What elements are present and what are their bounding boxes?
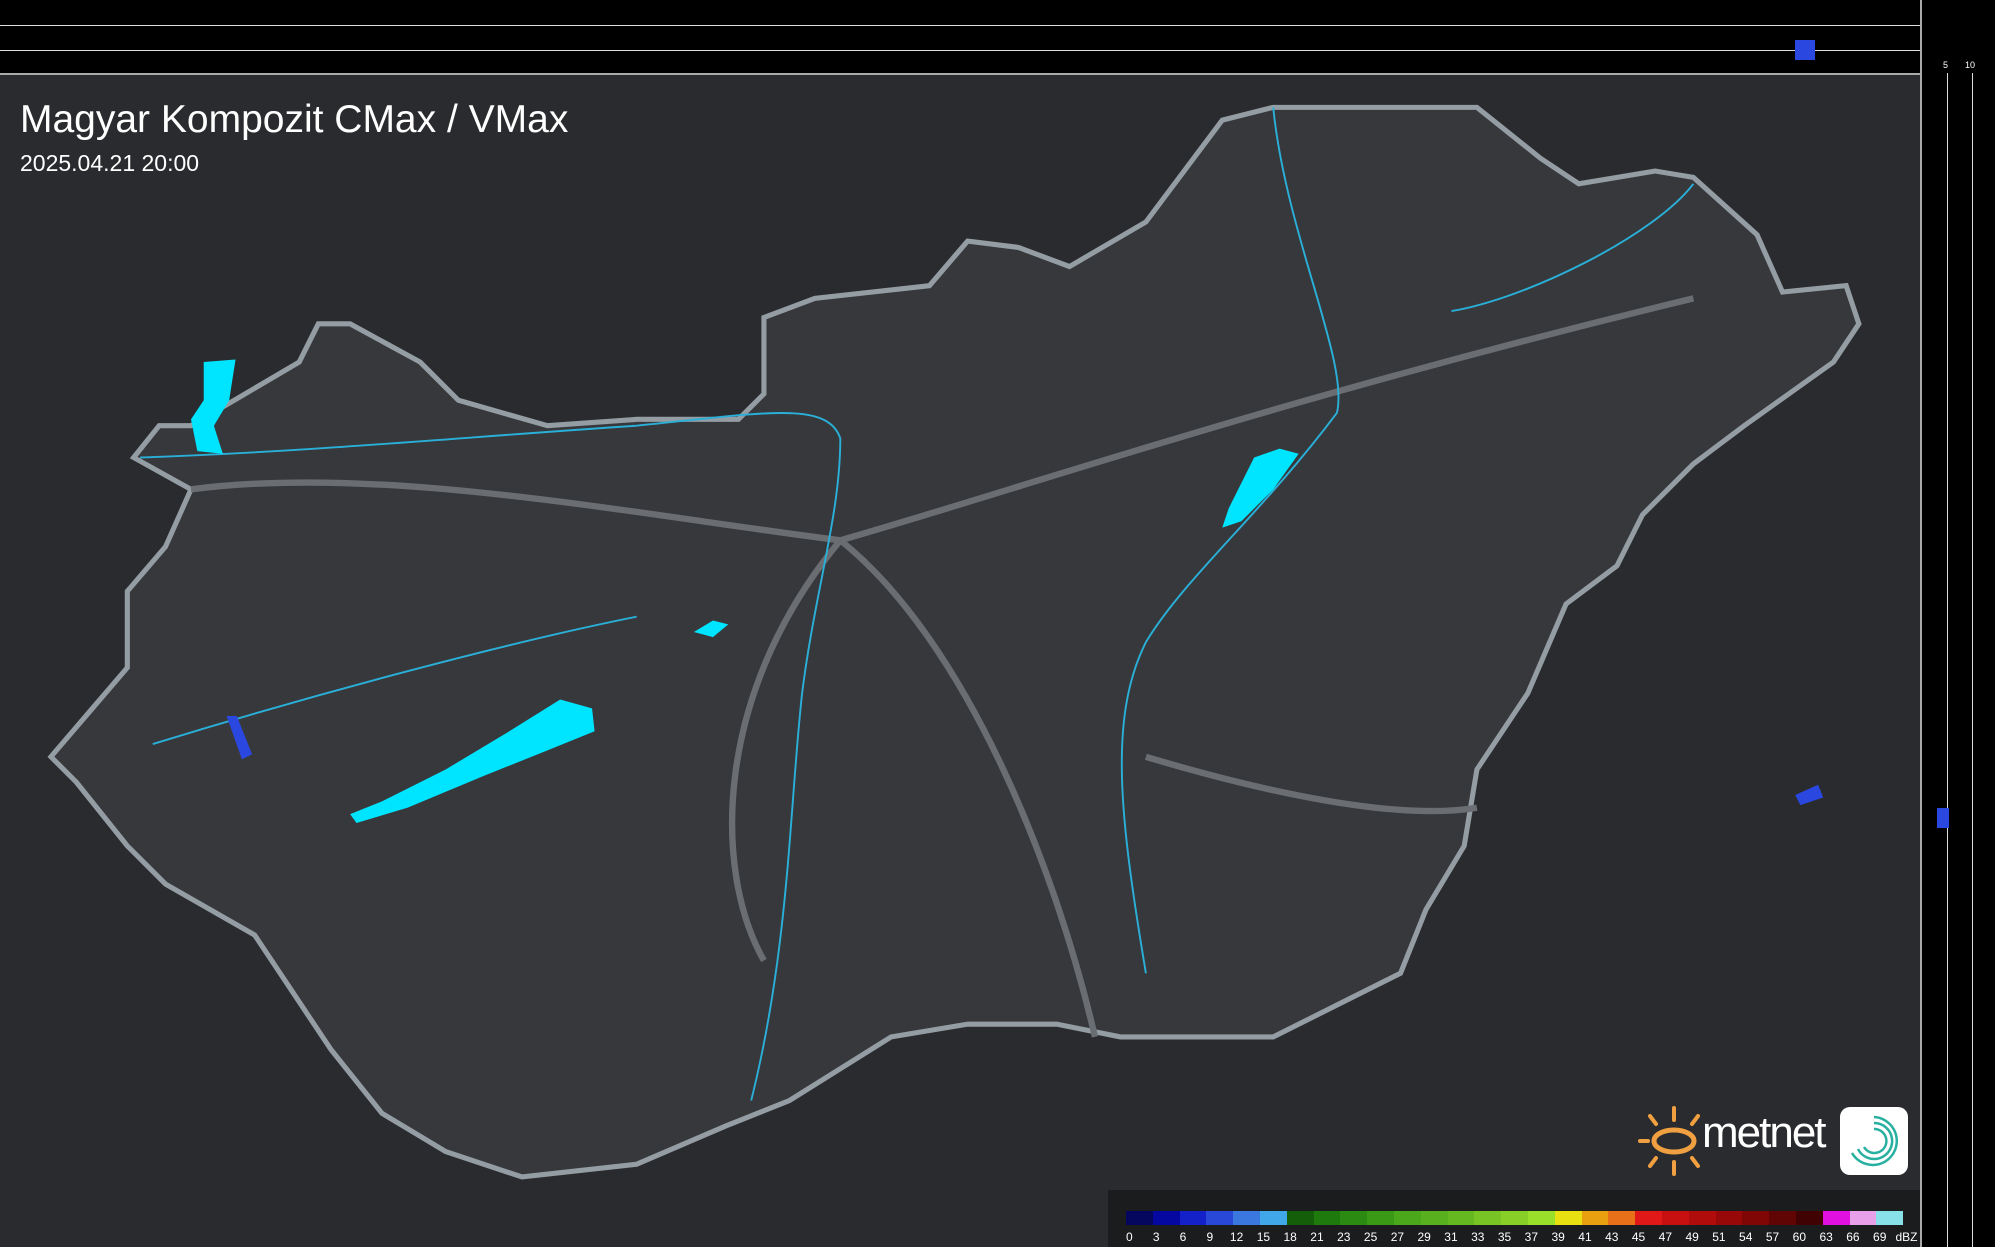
color-scale-label: 35 — [1497, 1230, 1512, 1244]
color-scale-swatch — [1367, 1211, 1394, 1225]
color-scale-swatch — [1608, 1211, 1636, 1225]
color-scale-swatch — [1554, 1211, 1582, 1225]
color-scale-label: 63 — [1819, 1230, 1833, 1244]
color-scale-swatch — [1635, 1211, 1662, 1225]
radar-echo — [1795, 40, 1815, 60]
color-scale-unit: dBZ — [1895, 1230, 1918, 1244]
color-scale-swatch — [1340, 1211, 1368, 1225]
color-scale-label: 60 — [1792, 1230, 1806, 1244]
metnet-logo-text: metnet — [1702, 1108, 1827, 1157]
color-scale-label: 51 — [1712, 1230, 1726, 1244]
map-canvas[interactable] — [0, 73, 1920, 1247]
color-scale-swatch — [1661, 1211, 1689, 1225]
color-scale-swatch — [1420, 1211, 1448, 1225]
color-scale-swatch — [1527, 1211, 1555, 1225]
color-scale-label: 33 — [1471, 1230, 1485, 1244]
color-scale-swatch — [1581, 1211, 1609, 1225]
color-scale-swatch — [1876, 1211, 1904, 1225]
color-scale-label: 41 — [1578, 1230, 1592, 1244]
color-scale-swatch — [1286, 1211, 1314, 1225]
radar-echo — [226, 716, 253, 760]
color-scale-swatch — [1822, 1211, 1850, 1225]
color-scale-label: 29 — [1417, 1230, 1431, 1244]
color-scale-label: 12 — [1229, 1230, 1244, 1244]
map-title: Magyar Kompozit CMax / VMax — [20, 98, 569, 141]
color-scale-label: 25 — [1363, 1230, 1378, 1244]
radar-echo — [1937, 808, 1949, 828]
color-scale-swatch — [1742, 1211, 1770, 1225]
color-scale-swatch — [1447, 1211, 1475, 1225]
color-scale-label: 9 — [1206, 1230, 1214, 1244]
profile-tick: 10 — [1965, 60, 1976, 70]
color-scale-swatch — [1393, 1211, 1421, 1225]
lake-tisza — [1222, 448, 1299, 528]
color-scale-bar — [1126, 1211, 1904, 1225]
color-scale-label: 21 — [1310, 1230, 1324, 1244]
top-height-profile: 10 5 — [0, 0, 1934, 75]
color-scale-label: 6 — [1179, 1230, 1187, 1244]
lake-balaton — [350, 699, 595, 823]
hungary-country-area — [47, 104, 1862, 1180]
color-scale-label: 18 — [1283, 1230, 1297, 1244]
color-scale-swatch — [1152, 1211, 1180, 1225]
color-scale-label: 31 — [1444, 1230, 1458, 1244]
profile-tick: 5 — [1943, 60, 1949, 70]
radar-echo — [1795, 784, 1824, 806]
color-scale-swatch — [1849, 1211, 1877, 1225]
color-scale-swatch — [1715, 1211, 1743, 1225]
color-scale-label: 54 — [1739, 1230, 1753, 1244]
lake-velence — [693, 620, 729, 638]
side-height-profile: 5 10 — [1920, 0, 1995, 1247]
color-scale-swatch — [1126, 1211, 1153, 1225]
color-scale-label: 15 — [1256, 1230, 1271, 1244]
county-borders — [190, 295, 1695, 1038]
color-scale-label: 23 — [1337, 1230, 1351, 1244]
rivers — [140, 107, 1695, 1101]
color-scale-swatch — [1474, 1211, 1502, 1225]
color-scale-label: 47 — [1658, 1230, 1673, 1244]
color-scale-swatch — [1501, 1211, 1528, 1225]
color-scale-label: 45 — [1631, 1230, 1646, 1244]
color-scale-swatch — [1233, 1211, 1260, 1225]
color-scale-swatch — [1259, 1211, 1287, 1225]
color-scale-swatch — [1179, 1211, 1207, 1225]
color-scale-label: 43 — [1605, 1230, 1619, 1244]
lake-neusiedl — [190, 359, 236, 454]
color-scale-label: 66 — [1846, 1230, 1860, 1244]
color-scale-swatch — [1688, 1211, 1716, 1225]
color-scale-swatch — [1769, 1211, 1796, 1225]
color-scale-legend: 0 3 6 9 12 15 18 21 23 25 27 29 31 33 35 37 39 41 43 45 47 49… — [1108, 1190, 1920, 1247]
color-scale-label: 37 — [1524, 1230, 1539, 1244]
color-scale-label: 49 — [1685, 1230, 1699, 1244]
color-scale-label: 57 — [1765, 1230, 1780, 1244]
color-scale-swatch — [1795, 1211, 1823, 1225]
color-scale-label: 27 — [1390, 1230, 1405, 1244]
color-scale-label: 0 — [1126, 1230, 1133, 1244]
color-scale-label: 3 — [1152, 1230, 1160, 1244]
color-scale-swatch — [1313, 1211, 1341, 1225]
metnet-sun-logo-icon — [1638, 1106, 1700, 1176]
color-scale-label: 39 — [1551, 1230, 1565, 1244]
map-timestamp: 2025.04.21 20:00 — [20, 150, 200, 176]
color-scale-labels: 0 3 6 9 12 15 18 21 23 25 27 29 31 33 35 37 39 41 43 45 47 49… — [1116, 1230, 1920, 1244]
color-scale-label: 69 — [1873, 1230, 1887, 1244]
metnet-swirl-icon — [1840, 1107, 1908, 1175]
color-scale-swatch — [1206, 1211, 1234, 1225]
